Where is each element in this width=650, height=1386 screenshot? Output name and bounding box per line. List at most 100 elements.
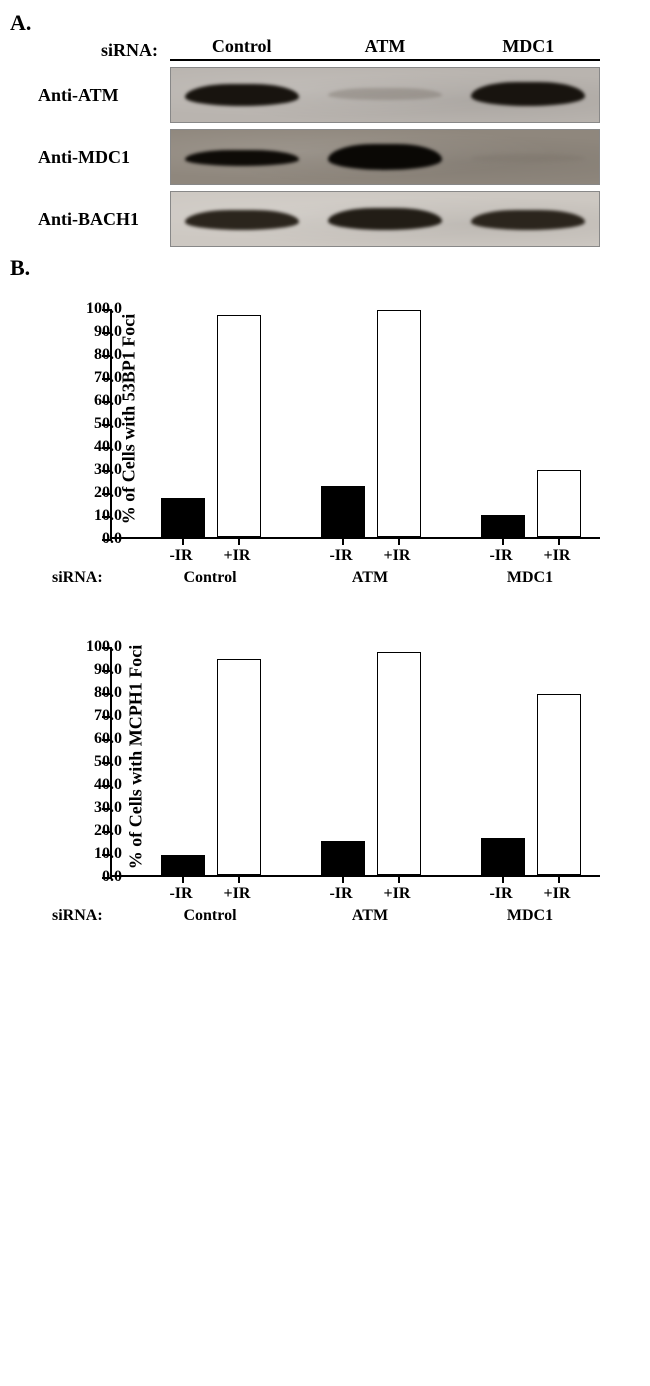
sirna-group-label: MDC1: [465, 569, 595, 587]
panel-a: siRNA: Control ATM MDC1 Anti-ATM Anti-MDC…: [20, 36, 620, 247]
y-tick: [102, 447, 112, 449]
bar-plus-ir: [377, 310, 421, 537]
bar-plus-ir: [377, 652, 421, 875]
blot-lane: [171, 68, 314, 122]
x-tick: [238, 537, 240, 545]
ir-label-minus: -IR: [476, 885, 526, 903]
x-tick: [342, 537, 344, 545]
lane-labels: Control ATM MDC1: [170, 36, 600, 61]
lane-label-control: Control: [170, 36, 313, 57]
bar-plus-ir: [217, 659, 261, 875]
blot-band: [471, 154, 585, 162]
lane-label-atm: ATM: [313, 36, 456, 57]
ir-label-minus: -IR: [476, 547, 526, 565]
blot-band: [185, 210, 299, 230]
lane-label-mdc1: MDC1: [457, 36, 600, 57]
blots-container: Anti-ATM Anti-MDC1 Anti-BACH1: [20, 67, 620, 247]
bar-minus-ir: [481, 838, 525, 875]
blot-lane: [171, 192, 314, 246]
blot-band: [185, 150, 299, 166]
panel-b: % of Cells with 53BP1 Foci0.010.020.030.…: [20, 299, 640, 957]
y-tick: [102, 762, 112, 764]
blot-lane: [456, 68, 599, 122]
sirna-group-label: Control: [145, 569, 275, 587]
x-tick: [182, 537, 184, 545]
ir-label-minus: -IR: [156, 885, 206, 903]
y-tick: [102, 693, 112, 695]
x-tick: [182, 875, 184, 883]
ir-label-plus: +IR: [372, 885, 422, 903]
chart-block: % of Cells with 53BP1 Foci0.010.020.030.…: [20, 299, 620, 619]
ir-label-plus: +IR: [532, 547, 582, 565]
blot-row: Anti-ATM: [20, 67, 620, 123]
y-tick: [102, 670, 112, 672]
ir-label-minus: -IR: [316, 885, 366, 903]
ir-label-plus: +IR: [372, 547, 422, 565]
blot-row: Anti-BACH1: [20, 191, 620, 247]
sirna-key-label: siRNA:: [52, 907, 103, 925]
y-tick: [102, 493, 112, 495]
blot-band: [471, 82, 585, 106]
blot-band: [328, 208, 442, 230]
bar-plus-ir: [217, 315, 261, 537]
y-tick: [102, 831, 112, 833]
sirna-group-label: MDC1: [465, 907, 595, 925]
y-tick: [102, 716, 112, 718]
sirna-key-label: siRNA:: [20, 40, 170, 61]
y-tick: [102, 739, 112, 741]
sirna-key-label: siRNA:: [52, 569, 103, 587]
antibody-label: Anti-MDC1: [20, 147, 170, 168]
blot-lane: [314, 68, 457, 122]
x-tick: [502, 537, 504, 545]
blot-lane: [314, 192, 457, 246]
x-tick: [398, 875, 400, 883]
sirna-group-label: ATM: [305, 907, 435, 925]
chart-plot-area: [110, 309, 600, 539]
blot-band: [471, 210, 585, 230]
bar-minus-ir: [321, 841, 365, 876]
panel-a-letter: A.: [10, 10, 640, 36]
y-tick: [102, 877, 112, 879]
antibody-label: Anti-ATM: [20, 85, 170, 106]
panel-b-letter: B.: [10, 255, 640, 281]
sirna-group-label: Control: [145, 907, 275, 925]
x-tick: [238, 875, 240, 883]
blot-strip: [170, 67, 600, 123]
ir-label-plus: +IR: [212, 547, 262, 565]
y-tick: [102, 854, 112, 856]
blot-band: [185, 84, 299, 106]
y-tick: [102, 785, 112, 787]
panel-a-header: siRNA: Control ATM MDC1: [20, 36, 620, 61]
blot-strip: [170, 191, 600, 247]
y-tick: [102, 378, 112, 380]
bar-minus-ir: [161, 855, 205, 875]
blot-lane: [171, 130, 314, 184]
blot-band: [328, 88, 442, 100]
y-tick: [102, 470, 112, 472]
charts-container: % of Cells with 53BP1 Foci0.010.020.030.…: [20, 299, 640, 957]
blot-lane: [314, 130, 457, 184]
x-tick: [342, 875, 344, 883]
ir-label-plus: +IR: [532, 885, 582, 903]
y-tick: [102, 355, 112, 357]
y-tick: [102, 424, 112, 426]
antibody-label: Anti-BACH1: [20, 209, 170, 230]
bar-minus-ir: [481, 515, 525, 537]
ir-label-minus: -IR: [156, 547, 206, 565]
blot-band: [328, 144, 442, 170]
chart-block: % of Cells with MCPH1 Foci0.010.020.030.…: [20, 637, 620, 957]
x-tick: [558, 537, 560, 545]
ir-label-minus: -IR: [316, 547, 366, 565]
x-tick: [558, 875, 560, 883]
blot-lane: [456, 192, 599, 246]
y-tick: [102, 401, 112, 403]
y-tick: [102, 647, 112, 649]
blot-lane: [456, 130, 599, 184]
x-tick: [502, 875, 504, 883]
y-tick: [102, 808, 112, 810]
ir-label-plus: +IR: [212, 885, 262, 903]
x-tick: [398, 537, 400, 545]
blot-row: Anti-MDC1: [20, 129, 620, 185]
y-tick: [102, 332, 112, 334]
bar-plus-ir: [537, 470, 581, 537]
